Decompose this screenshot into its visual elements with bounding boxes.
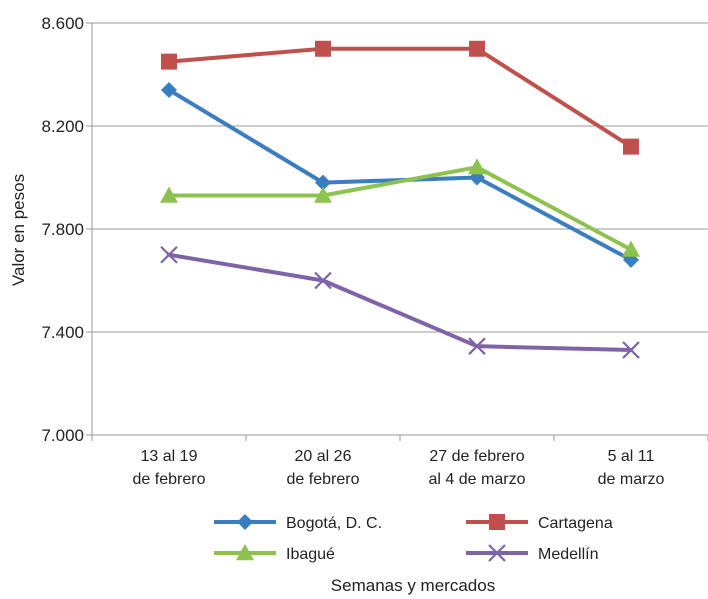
data-point [469, 40, 485, 57]
data-point [315, 40, 331, 57]
data-point [314, 186, 332, 203]
data-point [161, 81, 177, 98]
y-axis-title: Valor en pesos [9, 174, 28, 286]
x-tick-label: 20 al 26 [295, 448, 352, 465]
series-line [167, 87, 633, 262]
series-3 [160, 245, 640, 359]
y-tick-label: 7.000 [41, 426, 84, 445]
marker-stroke [622, 341, 640, 359]
marker-stroke [160, 245, 178, 264]
legend-marker [488, 544, 506, 562]
legend: Bogotá, D. C. Cartagena Ibagué Medellín [214, 514, 613, 563]
data-point [161, 53, 177, 70]
legend-item: Ibagué [214, 544, 335, 563]
data-point [315, 174, 331, 191]
grid [92, 22, 708, 436]
legend-label: Medellín [538, 546, 598, 563]
x-axis: 13 al 19 de febrero 20 al 26 de febrero 27 d… [91, 435, 708, 488]
legend-marker [489, 514, 505, 530]
legend-marker [237, 514, 253, 530]
legend-marker [236, 544, 254, 561]
x-tick-label: 13 al 19 [141, 448, 198, 465]
series-2 [160, 158, 640, 257]
data-point [160, 186, 178, 203]
x-tick-label: 27 de febrero [429, 448, 524, 465]
marker-stroke [488, 544, 506, 562]
y-tick-label: 7.800 [41, 220, 84, 239]
y-axis: 7.000 7.400 7.800 8.200 8.600 [41, 14, 93, 445]
data-point [622, 341, 640, 359]
series-line [167, 165, 633, 252]
x-axis-title: Semanas y mercados [331, 576, 495, 595]
data-point [314, 271, 332, 290]
legend-item: Medellín [466, 544, 598, 563]
data-point [160, 245, 178, 264]
x-tick-label: de marzo [598, 471, 665, 488]
series-group [160, 40, 640, 359]
series-line [167, 252, 633, 353]
marker-stroke [314, 271, 332, 290]
data-point [622, 240, 640, 257]
x-tick-label: 5 al 11 [608, 448, 655, 465]
marker-stroke [468, 337, 486, 355]
x-tick-label: de febrero [287, 471, 360, 488]
series-line [167, 46, 633, 149]
x-tick-label: de febrero [133, 471, 206, 488]
legend-label: Ibagué [286, 546, 335, 563]
y-tick-label: 7.400 [41, 323, 84, 342]
data-point [468, 337, 486, 355]
data-point [468, 158, 486, 175]
legend-item: Bogotá, D. C. [214, 514, 382, 532]
series-0 [161, 81, 639, 268]
data-point [623, 138, 639, 155]
series-1 [161, 40, 639, 155]
y-tick-label: 8.600 [41, 14, 84, 33]
legend-label: Bogotá, D. C. [286, 515, 382, 532]
y-tick-label: 8.200 [41, 117, 84, 136]
legend-label: Cartagena [538, 515, 613, 532]
x-tick-label: al 4 de marzo [429, 471, 526, 488]
legend-item: Cartagena [466, 514, 613, 532]
